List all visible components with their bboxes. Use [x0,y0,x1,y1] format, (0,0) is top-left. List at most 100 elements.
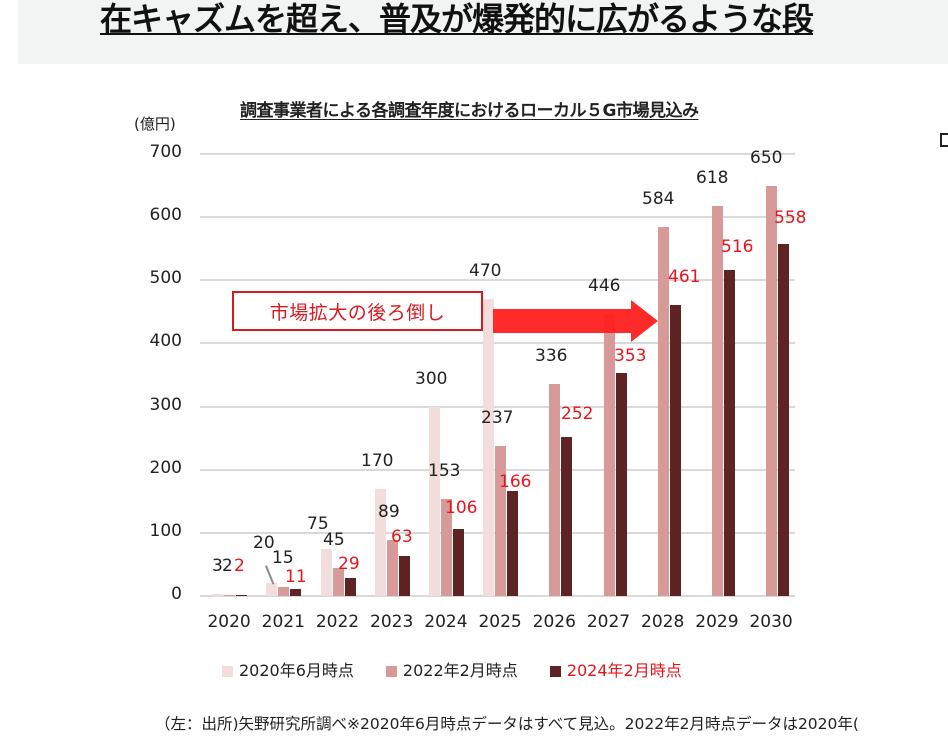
bar-2025-series-1 [483,299,495,596]
data-label: 20 [253,533,275,553]
data-label: 353 [614,346,647,366]
bar-2023-series-2 [386,539,398,596]
data-label: 15 [272,548,294,568]
bar-2029-series-3 [723,270,735,596]
data-label: 470 [469,261,502,281]
data-label: 252 [561,404,594,424]
label-leader-line [265,565,274,585]
legend-swatch [385,665,397,677]
legend-label: 2020年6月時点 [239,661,354,680]
bar-2029-series-2 [711,205,723,596]
callout-text: 市場拡大の後ろ倒し [269,301,446,324]
bar-2020-series-1 [212,594,224,596]
legend-item-2020-06: 2020年6月時点 [222,657,354,681]
bar-2020-series-2 [224,594,236,596]
data-label: 11 [285,567,307,587]
data-label: 650 [750,148,783,168]
bar-2024-series-2 [440,499,452,596]
legend-label: 2022年2月時点 [402,661,518,680]
header-band [18,0,948,64]
gridline [200,279,795,282]
bar-2020-series-3 [236,594,248,596]
x-tick-label: 2023 [370,612,414,632]
data-label: 75 [307,514,329,534]
y-tick-label: 600 [149,205,182,226]
bar-2028-series-2 [657,227,669,596]
data-label: 3 [212,556,223,576]
gridline [200,405,795,408]
source-footnote: （左：出所)矢野研究所調べ※2020年6月時点データはすべて見込。2022年2月… [155,715,859,733]
data-label: 63 [391,527,413,547]
bar-2027-series-2 [603,314,615,596]
x-tick-label: 2030 [749,612,793,632]
bar-2021-series-3 [290,589,302,596]
bar-2021-series-2 [278,586,290,596]
y-tick-label: 0 [171,584,182,604]
data-label: 446 [588,276,621,296]
data-label: 166 [499,472,532,492]
bracket-fragment [940,133,948,147]
y-tick-label: 200 [149,457,182,478]
data-label: 2 [222,556,233,576]
bar-2026-series-3 [561,436,573,596]
y-tick-label: 400 [149,331,182,352]
x-tick-label: 2021 [261,612,305,632]
gridline [200,153,795,155]
x-tick-label: 2025 [478,612,522,632]
x-tick-label: 2028 [641,612,685,632]
bar-2022-series-2 [332,567,344,596]
x-tick-label: 2022 [315,612,360,632]
bar-2023-series-1 [374,488,386,596]
data-label: 89 [378,502,400,522]
bar-2025-series-3 [507,491,519,596]
x-tick-label: 2020 [207,612,251,632]
data-label: 170 [361,451,394,471]
bar-2023-series-3 [398,556,410,596]
legend-swatch [222,665,233,677]
bar-2022-series-3 [344,577,356,596]
data-label: 237 [481,408,514,428]
y-axis-unit: (億円) [134,115,176,133]
callout-box: 市場拡大の後ろ倒し [232,291,483,331]
bar-2027-series-3 [615,373,627,596]
legend-swatch [549,665,561,677]
data-label: 106 [445,498,478,518]
gridline [200,342,795,345]
bar-2030-series-2 [766,185,778,596]
legend-item-2022-02: 2022年2月時点 [385,657,518,681]
y-tick-label: 300 [149,394,182,415]
bar-2021-series-1 [266,583,278,596]
data-label: 29 [338,554,360,574]
data-label: 45 [323,530,345,550]
data-label: 558 [774,208,807,228]
chart-title: 調査事業者による各調査年度におけるローカル５G市場見込み [240,101,699,121]
legend: 2020年6月時点 2022年2月時点 2024年2月時点 [222,657,714,681]
data-label: 461 [668,267,701,287]
data-label: 618 [696,168,729,188]
x-tick-label: 2027 [586,612,631,632]
right-arrow-icon [493,300,658,342]
bar-2022-series-1 [320,548,332,596]
data-label: 2 [234,556,245,576]
bar-2024-series-1 [428,406,440,596]
x-tick-label: 2029 [695,612,739,632]
x-tick-label: 2026 [532,612,576,632]
y-tick-label: 100 [149,520,182,541]
data-label: 584 [642,189,675,209]
bar-2026-series-2 [549,383,561,596]
legend-item-2024-02: 2024年2月時点 [549,657,682,681]
bar-2024-series-3 [452,529,464,596]
data-label: 336 [535,346,568,366]
data-label: 516 [721,237,754,257]
legend-label: 2024年2月時点 [566,661,682,680]
bar-2025-series-2 [495,446,507,596]
x-tick-label: 2024 [424,612,468,632]
slide-headline: 在キャズムを超え、普及が爆発的に広がるような段 [100,0,814,38]
bar-2030-series-3 [778,243,790,596]
gridline [200,595,795,597]
y-tick-label: 700 [149,142,182,162]
bar-2028-series-3 [669,304,681,596]
y-tick-label: 500 [149,268,182,289]
gridline [200,216,795,219]
data-label: 153 [428,461,461,481]
